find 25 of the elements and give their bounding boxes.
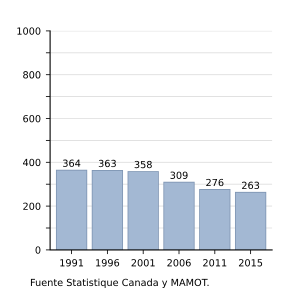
y-tick-label: 800: [23, 71, 40, 79]
data-label: 364: [63, 160, 80, 167]
data-label: 309: [170, 172, 188, 179]
data-label: 363: [98, 160, 116, 168]
x-tick-label: 2011: [203, 259, 226, 266]
x-tick-label: 2015: [238, 259, 262, 266]
data-label: 276: [206, 178, 224, 186]
source-note: Fuente Statistique Canada y MAMOT.: [30, 278, 209, 288]
bar: [234, 192, 266, 250]
bar: [128, 171, 159, 250]
y-tick-label: 1000: [17, 27, 40, 35]
bar: [56, 170, 88, 250]
y-tick-label: 600: [23, 114, 40, 122]
y-tick-label: 400: [22, 158, 40, 166]
y-tick-label: 0: [36, 246, 40, 254]
x-tick-label: 1991: [60, 259, 84, 266]
x-tick-label: 1996: [96, 259, 120, 266]
bar: [199, 189, 230, 250]
x-tick-label: 2006: [167, 259, 191, 266]
y-tick-label: 200: [23, 202, 40, 210]
x-tick-label: 2001: [132, 259, 155, 266]
data-label: 263: [242, 182, 260, 190]
bar: [163, 182, 195, 250]
data-label: 358: [134, 160, 152, 168]
bar: [92, 170, 124, 250]
